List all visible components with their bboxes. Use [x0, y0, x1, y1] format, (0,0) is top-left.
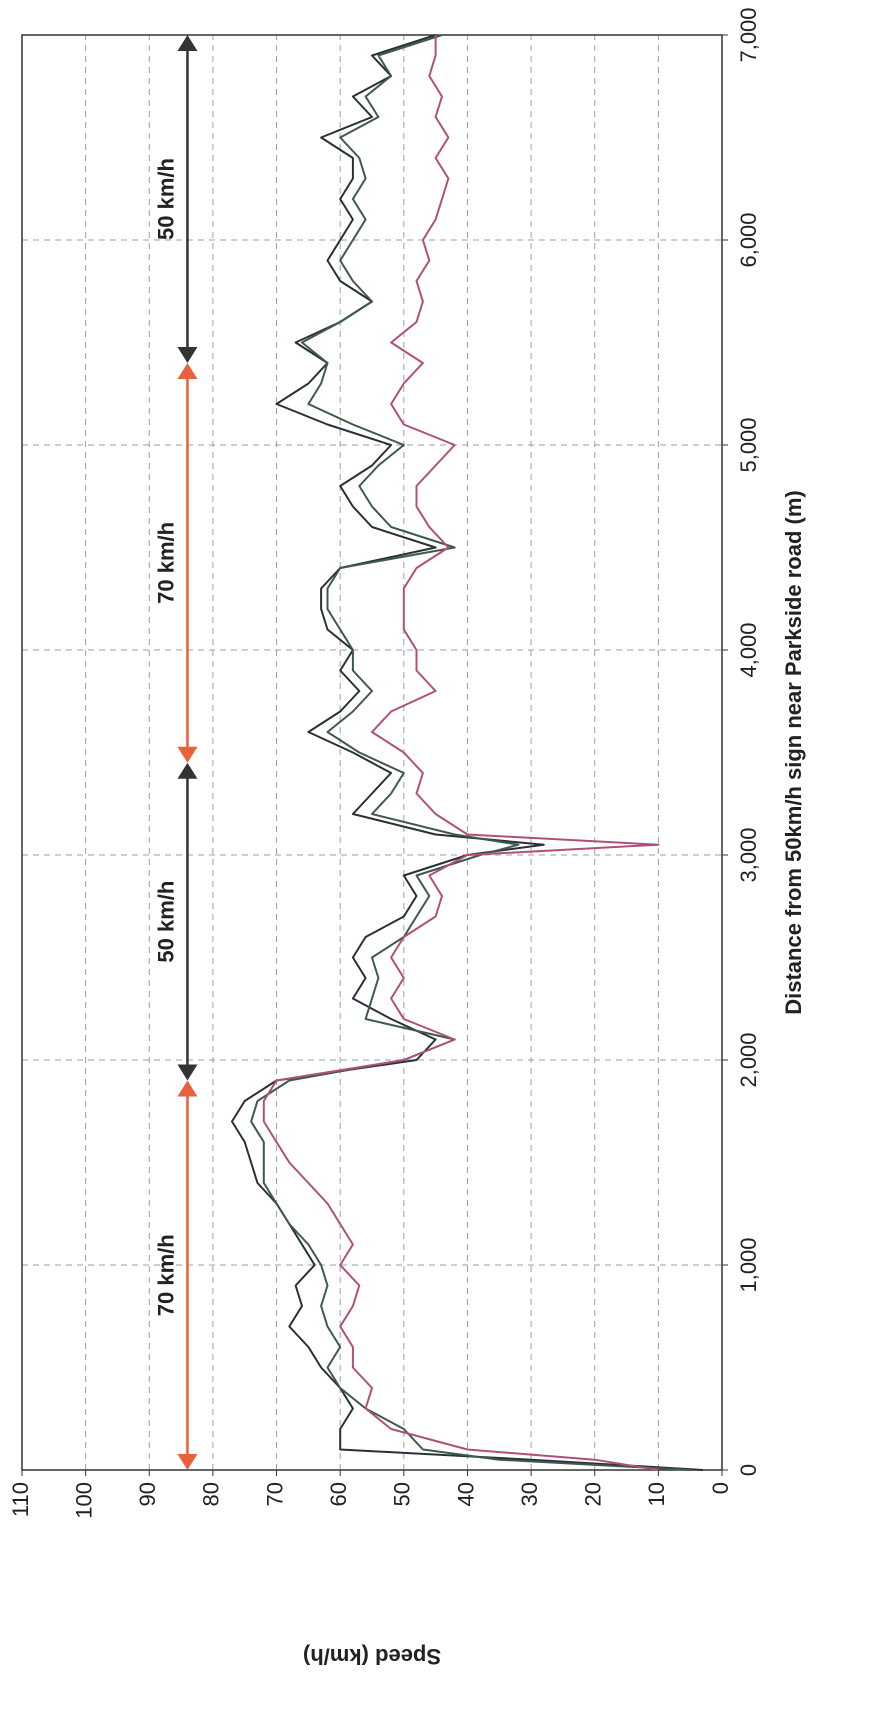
x-tick-label: 1,000 — [736, 1237, 761, 1292]
arrowhead — [177, 762, 198, 779]
rotated-chart: 0 10 20 30 40 50 60 70 80 90 100 110 0 1,000 2,000 3,00… — [8, 7, 806, 1669]
y-tick-label: 110 — [8, 1482, 33, 1517]
y-tick-label: 50 — [390, 1482, 415, 1506]
x-tick-label: 2,000 — [736, 1032, 761, 1087]
arrowhead — [177, 1454, 198, 1470]
y-tick-label: 20 — [581, 1482, 606, 1506]
x-tick-label: 0 — [736, 1464, 761, 1476]
x-tick-label: 6,000 — [736, 212, 761, 267]
series-line — [231, 34, 703, 1471]
series-line — [250, 34, 691, 1471]
x-tick-label: 4,000 — [736, 622, 761, 677]
series-line — [262, 35, 660, 1471]
arrowhead — [177, 1064, 198, 1081]
y-tick-label: 10 — [644, 1482, 669, 1506]
zone-label: 50 km/h — [153, 881, 178, 963]
y-tick-label: 40 — [453, 1482, 478, 1506]
y-tick-label: 70 — [262, 1482, 287, 1506]
zone-label: 70 km/h — [153, 1234, 178, 1316]
y-tick-label: 0 — [708, 1482, 733, 1494]
arrowhead — [177, 363, 198, 379]
plot-frame — [21, 34, 723, 1471]
y-tick-label: 80 — [199, 1482, 224, 1506]
arrowhead — [177, 1080, 198, 1097]
y-tick-label: 30 — [517, 1482, 542, 1506]
arrowhead — [177, 746, 198, 763]
y-tick-label: 100 — [71, 1482, 96, 1519]
arrowhead — [177, 35, 198, 51]
zone-label: 70 km/h — [153, 522, 178, 604]
x-tick-label: 5,000 — [736, 417, 761, 472]
y-tick-label: 60 — [326, 1482, 351, 1506]
zone-label: 50 km/h — [153, 158, 178, 240]
y-tick-label: 90 — [135, 1482, 160, 1506]
x-tick-label: 7,000 — [736, 7, 761, 62]
y-axis-title: Speed (km/h) — [303, 1644, 441, 1669]
x-tick-label: 3,000 — [736, 827, 761, 882]
arrowhead — [177, 347, 198, 363]
x-axis-title: Distance from 50km/h sign near Parkside … — [781, 490, 806, 1015]
